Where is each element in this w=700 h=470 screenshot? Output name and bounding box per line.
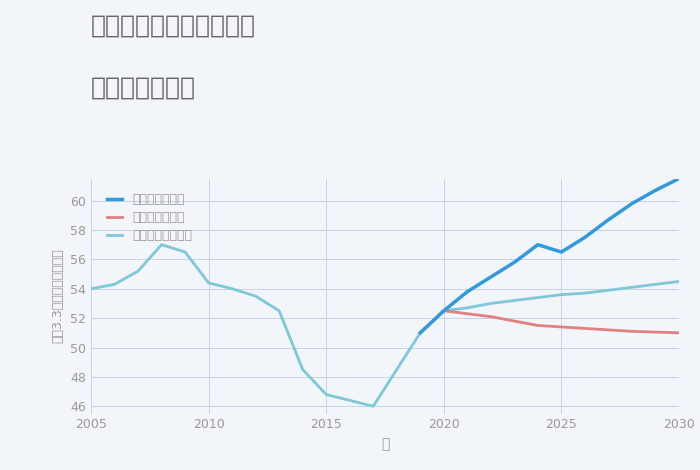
バッドシナリオ — [510, 318, 519, 324]
グッドシナリオ — [463, 289, 472, 295]
ノーマルシナリオ — [510, 298, 519, 303]
バッドシナリオ — [651, 329, 659, 335]
バッドシナリオ — [604, 327, 612, 333]
グッドシナリオ — [510, 259, 519, 265]
グッドシナリオ — [628, 201, 636, 206]
バッドシナリオ — [557, 324, 566, 330]
バッドシナリオ — [486, 314, 495, 320]
ノーマルシナリオ — [486, 301, 495, 306]
ノーマルシナリオ — [557, 292, 566, 298]
ノーマルシナリオ — [416, 330, 424, 336]
ノーマルシナリオ — [346, 398, 354, 403]
Line: バッドシナリオ: バッドシナリオ — [420, 311, 679, 333]
ノーマルシナリオ — [533, 295, 542, 300]
ノーマルシナリオ — [158, 242, 166, 248]
ノーマルシナリオ — [134, 268, 142, 274]
ノーマルシナリオ — [628, 284, 636, 290]
ノーマルシナリオ — [463, 305, 472, 311]
ノーマルシナリオ — [298, 367, 307, 372]
ノーマルシナリオ — [393, 367, 401, 372]
ノーマルシナリオ — [251, 293, 260, 299]
グッドシナリオ — [416, 330, 424, 336]
グッドシナリオ — [486, 274, 495, 280]
ノーマルシナリオ — [322, 392, 330, 397]
Line: グッドシナリオ: グッドシナリオ — [420, 179, 679, 333]
Y-axis label: 坪（3.3㎡）単価（万円）: 坪（3.3㎡）単価（万円） — [52, 249, 64, 344]
グッドシナリオ — [604, 217, 612, 223]
ノーマルシナリオ — [181, 249, 189, 255]
バッドシナリオ — [628, 329, 636, 334]
ノーマルシナリオ — [111, 282, 119, 287]
Legend: グッドシナリオ, バッドシナリオ, ノーマルシナリオ: グッドシナリオ, バッドシナリオ, ノーマルシナリオ — [103, 189, 195, 246]
バッドシナリオ — [533, 323, 542, 329]
グッドシナリオ — [581, 235, 589, 240]
グッドシナリオ — [651, 188, 659, 193]
ノーマルシナリオ — [228, 286, 237, 291]
ノーマルシナリオ — [675, 279, 683, 284]
ノーマルシナリオ — [440, 308, 448, 313]
Text: 土地の価格推移: 土地の価格推移 — [91, 75, 196, 99]
ノーマルシナリオ — [581, 290, 589, 296]
バッドシナリオ — [581, 326, 589, 331]
グッドシナリオ — [675, 176, 683, 181]
グッドシナリオ — [533, 242, 542, 248]
ノーマルシナリオ — [604, 288, 612, 293]
X-axis label: 年: 年 — [381, 437, 389, 451]
バッドシナリオ — [675, 330, 683, 336]
ノーマルシナリオ — [651, 282, 659, 287]
ノーマルシナリオ — [275, 308, 284, 313]
ノーマルシナリオ — [87, 286, 95, 291]
バッドシナリオ — [440, 308, 448, 313]
グッドシナリオ — [557, 249, 566, 255]
グッドシナリオ — [440, 308, 448, 313]
Text: 大阪府八尾市八尾木東の: 大阪府八尾市八尾木東の — [91, 14, 256, 38]
バッドシナリオ — [463, 311, 472, 317]
ノーマルシナリオ — [204, 280, 213, 286]
ノーマルシナリオ — [369, 403, 377, 409]
バッドシナリオ — [416, 330, 424, 336]
Line: ノーマルシナリオ: ノーマルシナリオ — [91, 245, 679, 406]
